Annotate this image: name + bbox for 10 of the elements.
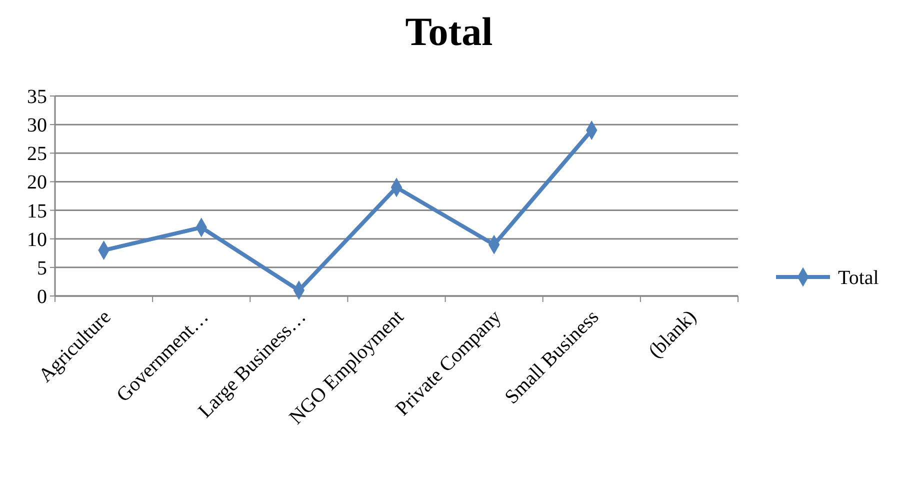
chart-title: Total bbox=[405, 9, 493, 54]
y-tick-label: 0 bbox=[37, 286, 47, 308]
legend-label: Total bbox=[838, 267, 880, 289]
y-tick-label: 25 bbox=[27, 143, 47, 166]
y-tick-label: 5 bbox=[37, 257, 47, 280]
y-tick-label: 15 bbox=[27, 200, 47, 222]
y-tick-label: 10 bbox=[27, 228, 47, 251]
y-tick-label: 20 bbox=[27, 172, 47, 194]
y-tick-label: 35 bbox=[27, 86, 47, 108]
y-tick-label: 30 bbox=[27, 114, 47, 137]
